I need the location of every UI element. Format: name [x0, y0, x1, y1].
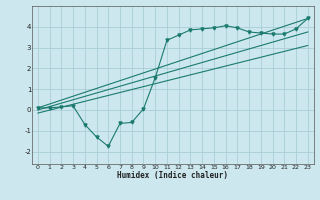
X-axis label: Humidex (Indice chaleur): Humidex (Indice chaleur) [117, 171, 228, 180]
